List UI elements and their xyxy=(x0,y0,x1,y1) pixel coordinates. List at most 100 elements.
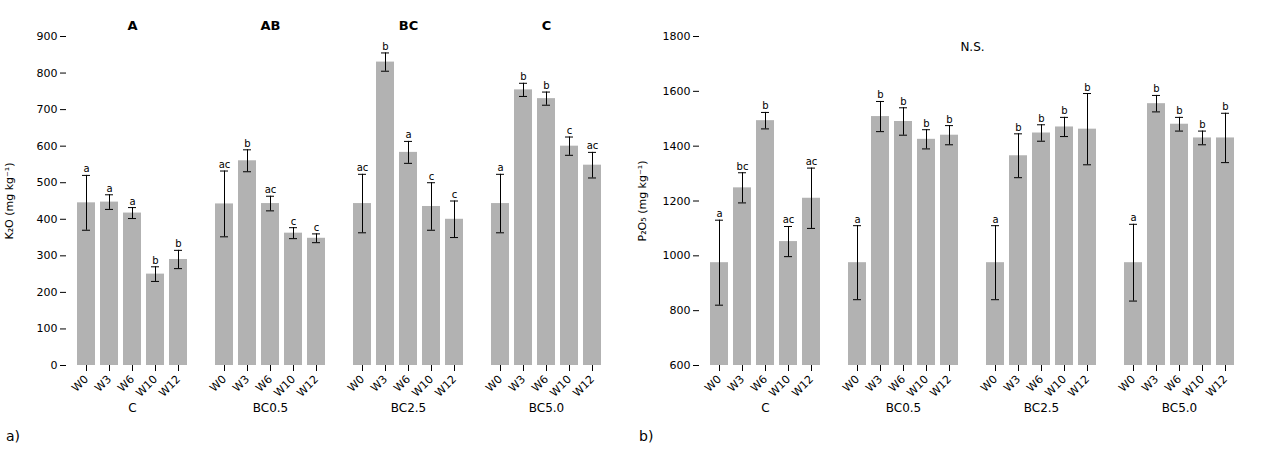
svg-text:0: 0 xyxy=(51,359,58,372)
svg-text:a: a xyxy=(106,183,112,194)
svg-text:b: b xyxy=(762,100,768,111)
svg-text:c: c xyxy=(452,189,458,200)
svg-text:b: b xyxy=(382,41,388,52)
svg-text:b: b xyxy=(946,114,952,125)
svg-text:b: b xyxy=(923,118,929,129)
svg-text:900: 900 xyxy=(37,30,58,43)
svg-text:W12: W12 xyxy=(156,373,183,400)
svg-text:C: C xyxy=(542,18,552,33)
svg-text:K₂O (mg kg⁻¹): K₂O (mg kg⁻¹) xyxy=(3,162,16,239)
svg-text:ac: ac xyxy=(783,214,795,225)
svg-text:BC5.0: BC5.0 xyxy=(1162,401,1197,415)
svg-text:C: C xyxy=(761,401,769,415)
svg-text:W12: W12 xyxy=(570,373,597,400)
svg-text:a: a xyxy=(854,214,860,225)
svg-text:700: 700 xyxy=(37,103,58,116)
svg-text:W10: W10 xyxy=(133,373,160,400)
svg-text:W3: W3 xyxy=(1139,373,1161,395)
svg-text:W12: W12 xyxy=(432,373,459,400)
svg-text:P₂O₅ (mg kg⁻¹): P₂O₅ (mg kg⁻¹) xyxy=(636,161,649,242)
svg-text:BC2.5: BC2.5 xyxy=(1024,401,1059,415)
svg-text:1000: 1000 xyxy=(663,249,691,262)
svg-text:1800: 1800 xyxy=(663,30,691,43)
svg-text:b: b xyxy=(520,71,526,82)
svg-text:b: b xyxy=(1084,82,1090,93)
svg-text:1200: 1200 xyxy=(663,195,691,208)
svg-text:W3: W3 xyxy=(725,373,747,395)
svg-text:W3: W3 xyxy=(1001,373,1023,395)
svg-text:600: 600 xyxy=(670,359,691,372)
svg-text:a: a xyxy=(83,163,89,174)
svg-text:100: 100 xyxy=(37,322,58,335)
svg-text:W12: W12 xyxy=(294,373,321,400)
svg-text:b: b xyxy=(244,138,250,149)
svg-text:a: a xyxy=(716,208,722,219)
svg-text:ac: ac xyxy=(265,184,277,195)
svg-text:ac: ac xyxy=(806,156,818,167)
svg-text:W12: W12 xyxy=(1065,373,1092,400)
svg-text:A: A xyxy=(127,18,137,33)
svg-text:BC: BC xyxy=(399,18,418,33)
svg-text:W0: W0 xyxy=(1116,373,1138,395)
svg-text:ac: ac xyxy=(219,159,231,170)
svg-text:ac: ac xyxy=(587,140,599,151)
svg-text:400: 400 xyxy=(37,213,58,226)
svg-text:AB: AB xyxy=(261,18,281,33)
svg-text:a: a xyxy=(129,196,135,207)
svg-text:b: b xyxy=(900,96,906,107)
svg-text:W10: W10 xyxy=(904,373,931,400)
svg-text:W3: W3 xyxy=(863,373,885,395)
svg-text:W10: W10 xyxy=(271,373,298,400)
svg-text:b: b xyxy=(1199,119,1205,130)
svg-text:b: b xyxy=(1015,122,1021,133)
svg-text:BC0.5: BC0.5 xyxy=(886,401,921,415)
svg-text:a: a xyxy=(405,129,411,140)
svg-text:c: c xyxy=(429,171,435,182)
svg-text:c: c xyxy=(291,216,297,227)
svg-text:W3: W3 xyxy=(230,373,252,395)
svg-text:W10: W10 xyxy=(766,373,793,400)
svg-text:BC0.5: BC0.5 xyxy=(253,401,288,415)
svg-text:b: b xyxy=(175,238,181,249)
svg-text:bc: bc xyxy=(737,161,749,172)
svg-text:W0: W0 xyxy=(69,373,91,395)
svg-text:BC5.0: BC5.0 xyxy=(529,401,564,415)
svg-text:W0: W0 xyxy=(345,373,367,395)
svg-text:N.S.: N.S. xyxy=(960,40,984,54)
svg-text:1400: 1400 xyxy=(663,140,691,153)
svg-text:W12: W12 xyxy=(927,373,954,400)
svg-text:W3: W3 xyxy=(506,373,528,395)
svg-text:b: b xyxy=(1176,105,1182,116)
svg-text:W10: W10 xyxy=(409,373,436,400)
svg-text:b: b xyxy=(1038,113,1044,124)
svg-text:a: a xyxy=(1130,212,1136,223)
svg-text:W3: W3 xyxy=(368,373,390,395)
svg-text:c: c xyxy=(314,222,320,233)
svg-text:b: b xyxy=(1222,101,1228,112)
svg-text:W12: W12 xyxy=(789,373,816,400)
svg-text:c: c xyxy=(567,125,573,136)
svg-text:W0: W0 xyxy=(483,373,505,395)
svg-text:800: 800 xyxy=(670,304,691,317)
svg-text:BC2.5: BC2.5 xyxy=(391,401,426,415)
svg-text:a: a xyxy=(992,214,998,225)
svg-text:W0: W0 xyxy=(207,373,229,395)
svg-text:W3: W3 xyxy=(92,373,114,395)
svg-text:b: b xyxy=(543,80,549,91)
svg-text:b: b xyxy=(1153,83,1159,94)
svg-text:500: 500 xyxy=(37,176,58,189)
svg-text:300: 300 xyxy=(37,249,58,262)
svg-text:1600: 1600 xyxy=(663,85,691,98)
svg-text:W0: W0 xyxy=(702,373,724,395)
svg-text:W10: W10 xyxy=(547,373,574,400)
svg-text:W0: W0 xyxy=(978,373,1000,395)
svg-text:b: b xyxy=(877,89,883,100)
svg-text:W12: W12 xyxy=(1203,373,1230,400)
svg-text:b: b xyxy=(152,255,158,266)
svg-text:W0: W0 xyxy=(840,373,862,395)
svg-text:W10: W10 xyxy=(1180,373,1207,400)
svg-text:800: 800 xyxy=(37,67,58,80)
svg-text:C: C xyxy=(128,401,136,415)
svg-text:b: b xyxy=(1061,105,1067,116)
svg-text:a: a xyxy=(497,162,503,173)
